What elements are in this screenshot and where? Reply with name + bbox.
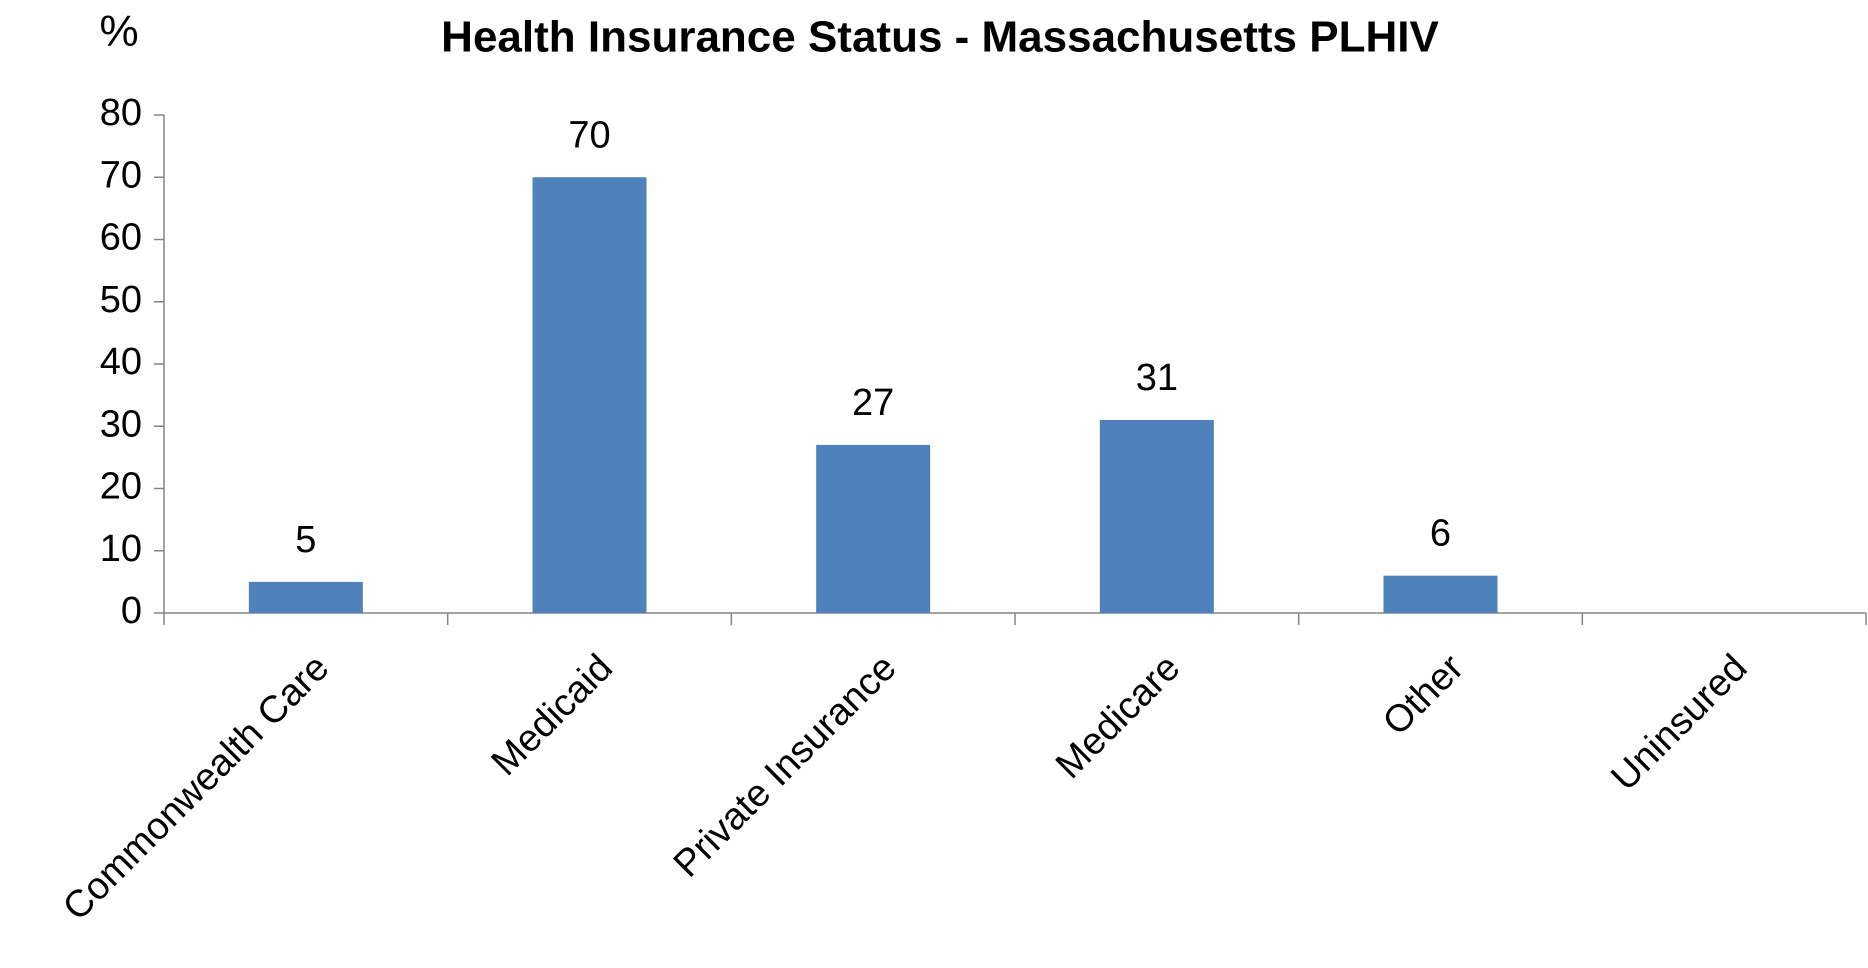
y-tick-label: 80 [100,92,142,134]
bar [1099,420,1214,613]
chart-title: Health Insurance Status - Massachusetts … [441,13,1439,62]
x-tick-label: Commonwealth Care [55,647,337,929]
bar [816,444,931,613]
data-label: 6 [1430,513,1451,555]
y-tick-label: 20 [100,466,142,508]
y-tick-label: 50 [100,279,142,321]
x-tick-label: Private Insurance [666,647,905,886]
bar [248,581,363,613]
data-label: 70 [568,114,610,156]
y-tick-label: 60 [100,217,142,259]
data-label: 31 [1136,357,1178,399]
data-label: 27 [852,382,894,424]
data-label: 5 [295,519,316,561]
y-tick-label: 0 [121,590,142,632]
y-tick-label: 30 [100,403,142,445]
y-tick-label: 10 [100,528,142,570]
x-tick-label: Uninsured [1603,647,1755,799]
bar [1383,575,1498,613]
x-tick-label: Medicaid [484,647,621,784]
y-axis-label: % [99,7,138,56]
x-tick-label: Other [1375,647,1472,744]
x-tick-label: Medicare [1048,647,1188,787]
bar [532,177,647,613]
y-tick-label: 40 [100,341,142,383]
y-tick-label: 70 [100,154,142,196]
